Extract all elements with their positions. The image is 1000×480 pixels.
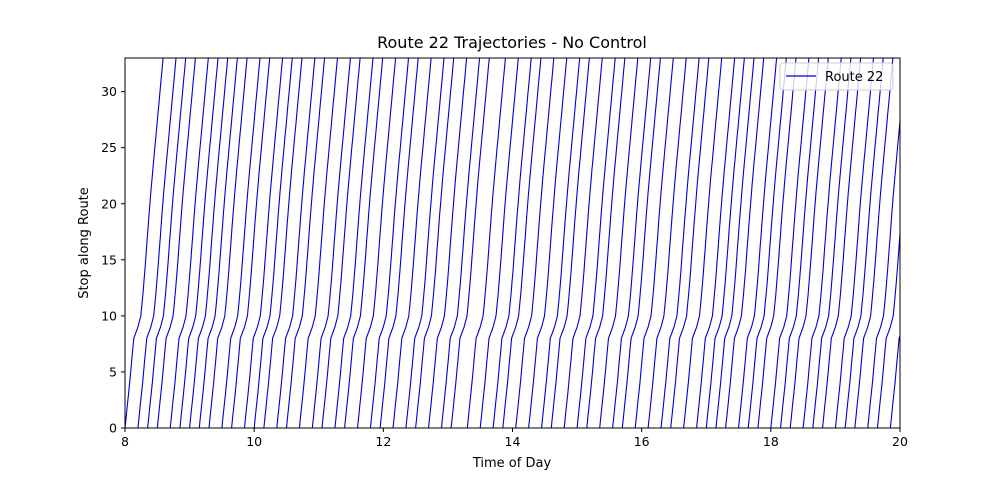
legend-label-route-22: Route 22 (825, 70, 883, 85)
trajectory-line (427, 58, 468, 428)
trajectory-line (169, 58, 209, 428)
trajectory-line (705, 58, 745, 428)
trajectory-line (770, 58, 810, 428)
trajectory-line (586, 58, 626, 428)
x-tick-label: 8 (121, 434, 129, 449)
trajectory-line (263, 58, 303, 428)
trajectory-line (599, 58, 639, 428)
trajectory-line (563, 58, 603, 428)
trajectory-group (125, 58, 900, 428)
x-tick-label: 18 (763, 434, 779, 449)
y-tick-label: 10 (101, 308, 117, 323)
y-tick-label: 20 (101, 196, 117, 211)
trajectory-line (492, 58, 532, 428)
trajectory-line (670, 58, 710, 428)
trajectory-line (899, 422, 900, 428)
trajectory-line (298, 58, 339, 428)
trajectory-line (634, 58, 674, 428)
trajectory-line (285, 58, 326, 428)
x-tick-label: 16 (634, 434, 650, 449)
trajectory-line (392, 58, 432, 428)
trajectory-line (137, 58, 177, 428)
trajectory-line (515, 58, 555, 428)
trajectory-line (715, 58, 755, 428)
trajectory-line (253, 58, 293, 428)
trajectory-line (867, 114, 900, 428)
plot-frame (124, 57, 901, 429)
trajectory-line (660, 58, 700, 428)
x-axis: 8 10 12 14 16 18 20 (121, 428, 908, 449)
trajectory-line (528, 58, 568, 428)
trajectory-line (612, 58, 652, 428)
trajectory-line (344, 58, 384, 428)
trajectory-line (889, 334, 900, 428)
trajectory-line (725, 58, 765, 428)
trajectory-line (231, 58, 271, 428)
trajectory-line (854, 58, 894, 428)
x-tick-label: 14 (505, 434, 521, 449)
trajectory-line (621, 58, 661, 428)
trajectory-line (405, 58, 445, 428)
legend-box (779, 62, 894, 91)
trajectory-line (802, 58, 842, 428)
y-tick-label: 15 (101, 252, 117, 267)
trajectory-line (466, 58, 506, 428)
trajectory-line (757, 58, 797, 428)
legend: Route 22 (779, 62, 894, 91)
trajectory-line (550, 58, 590, 428)
trajectory-line (369, 58, 410, 428)
trajectory-line (311, 58, 351, 428)
trajectory-line (356, 58, 397, 428)
x-axis-label: Time of Day (472, 456, 552, 471)
trajectory-line (276, 58, 316, 428)
trajectory-line (450, 58, 490, 428)
y-tick-label: 5 (109, 364, 117, 379)
chart-title: Route 22 Trajectories - No Control (377, 33, 647, 52)
trajectory-line (440, 58, 481, 428)
trajectory-line (221, 58, 261, 428)
trajectory-line (125, 58, 164, 428)
trajectory-line (379, 58, 419, 428)
trajectory-line (243, 58, 284, 428)
trajectory-line (147, 58, 187, 428)
trajectory-line (876, 226, 900, 428)
trajectory-line (779, 58, 820, 428)
trajectory-line (208, 58, 248, 428)
trajectory-line (844, 58, 884, 428)
x-tick-label: 12 (375, 434, 391, 449)
trajectory-line (747, 58, 787, 428)
y-axis-label: Stop along Route (77, 187, 92, 299)
trajectory-line (647, 58, 687, 428)
trajectory-line (479, 58, 519, 428)
trajectory-line (156, 58, 196, 428)
trajectory-line (321, 58, 361, 428)
trajectory-line (198, 58, 238, 428)
y-tick-label: 30 (101, 84, 117, 99)
x-tick-label: 10 (246, 434, 262, 449)
trajectory-line (334, 58, 374, 428)
trajectory-line (683, 58, 723, 428)
trajectory-line (821, 58, 862, 428)
y-axis: 0 5 10 15 20 25 30 (101, 84, 125, 436)
y-tick-label: 0 (109, 421, 117, 436)
trajectory-line (541, 58, 581, 428)
x-tick-label: 20 (892, 434, 908, 449)
trajectory-line (179, 58, 219, 428)
trajectory-line (415, 58, 455, 428)
trajectory-line (576, 58, 616, 428)
y-tick-label: 25 (101, 140, 117, 155)
trajectory-line (812, 58, 852, 428)
trajectory-line (834, 58, 875, 428)
trajectory-line (737, 58, 778, 428)
trajectory-line (502, 58, 542, 428)
trajectory-line (789, 58, 829, 428)
trajectory-line (696, 58, 736, 428)
trajectory-line (189, 58, 229, 428)
